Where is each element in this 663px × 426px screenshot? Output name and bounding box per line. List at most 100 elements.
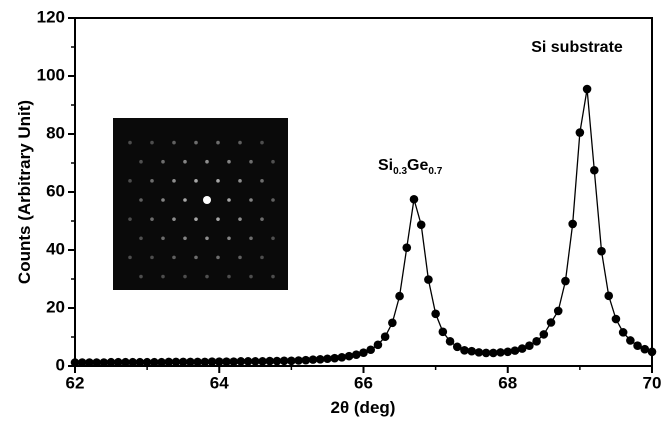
inset-spot	[139, 275, 143, 279]
inset-spot	[172, 217, 176, 221]
inset-spot	[161, 198, 165, 202]
inset-spot	[216, 179, 220, 183]
data-point	[590, 166, 599, 175]
data-point	[612, 315, 621, 324]
y-tick-label: 80	[46, 123, 65, 142]
inset-spot	[128, 217, 132, 221]
inset-spot	[172, 179, 176, 183]
inset-spot	[205, 236, 209, 240]
inset-spot	[172, 256, 176, 260]
inset-spot	[161, 275, 165, 279]
data-point	[554, 307, 563, 316]
inset-spot	[150, 256, 154, 260]
y-tick-label: 0	[56, 355, 65, 374]
inset-spot	[238, 217, 242, 221]
inset-spot	[139, 236, 143, 240]
inset-spot	[271, 160, 275, 164]
inset-spot	[238, 256, 242, 260]
data-point	[576, 128, 585, 137]
inset-spot	[203, 196, 211, 204]
data-point	[467, 347, 476, 356]
data-point	[345, 352, 354, 361]
inset-spot	[172, 141, 176, 145]
inset-spot	[205, 275, 209, 279]
inset-spot	[216, 217, 220, 221]
inset-spot	[194, 179, 198, 183]
inset-spot	[194, 217, 198, 221]
data-point	[388, 318, 397, 327]
page: {"chart_data": { "type": "scatter-line",…	[0, 0, 663, 426]
annotation-subscript: 0.3	[393, 166, 407, 177]
data-point	[431, 310, 440, 319]
data-point	[503, 347, 512, 356]
inset-spot	[216, 141, 220, 145]
y-tick-label: 40	[46, 239, 65, 258]
inset-spot	[216, 256, 220, 260]
inset-diffraction-image	[113, 118, 288, 290]
y-tick-label: 60	[46, 181, 65, 200]
inset-spot	[249, 198, 253, 202]
y-axis-label: Counts (Arbitrary Unit)	[15, 100, 34, 284]
data-point	[511, 346, 520, 355]
x-tick-label: 66	[354, 373, 373, 392]
inset-spot	[183, 236, 187, 240]
data-point	[583, 85, 592, 94]
inset-spot	[194, 256, 198, 260]
inset-spot	[139, 160, 143, 164]
inset-spot	[150, 141, 154, 145]
inset-spot	[227, 236, 231, 240]
data-point	[604, 292, 613, 301]
inset-spot	[227, 198, 231, 202]
inset-spot	[249, 275, 253, 279]
data-point	[547, 318, 556, 327]
y-tick-label: 120	[37, 7, 65, 26]
data-point	[626, 336, 635, 345]
inset-spot	[150, 179, 154, 183]
data-point	[532, 337, 541, 346]
inset-spot	[128, 179, 132, 183]
data-point	[568, 220, 577, 229]
chart: 2θ (deg) Counts (Arbitrary Unit) 6264666…	[0, 0, 663, 426]
data-point	[410, 195, 419, 204]
data-point	[540, 330, 549, 339]
data-point	[446, 337, 455, 346]
inset-spot	[227, 160, 231, 164]
inset-spot	[271, 236, 275, 240]
inset-spot	[161, 236, 165, 240]
inset-spot	[139, 198, 143, 202]
data-point	[417, 220, 426, 229]
data-point	[525, 341, 534, 350]
inset-spot	[194, 141, 198, 145]
data-point	[395, 292, 404, 301]
inset-spot	[260, 179, 264, 183]
inset-spot	[238, 179, 242, 183]
annotation-subscript: 0.7	[428, 166, 442, 177]
annotation-part: Ge	[407, 157, 428, 174]
inset-spot	[249, 160, 253, 164]
inset-spot	[150, 217, 154, 221]
x-tick-label: 62	[66, 373, 85, 392]
inset-spot	[260, 256, 264, 260]
inset-spot	[260, 141, 264, 145]
data-point	[648, 347, 657, 356]
inset-spot	[128, 256, 132, 260]
data-point	[439, 327, 448, 336]
annotation-part: Si	[378, 157, 393, 174]
annotation: Si0.3Ge0.7	[378, 157, 443, 177]
inset-spot	[183, 275, 187, 279]
data-point	[402, 243, 411, 252]
inset-spot	[271, 275, 275, 279]
x-tick-label: 70	[643, 373, 662, 392]
data-point	[424, 275, 433, 284]
inset-spot	[249, 236, 253, 240]
data-point	[374, 341, 383, 350]
data-point	[366, 345, 375, 354]
inset-spot	[205, 160, 209, 164]
data-point	[597, 247, 606, 256]
y-tick-label: 20	[46, 297, 65, 316]
inset-spot	[161, 160, 165, 164]
inset-spot	[238, 141, 242, 145]
data-point	[619, 328, 628, 337]
inset-spot	[271, 198, 275, 202]
annotation: Si substrate	[531, 39, 623, 56]
